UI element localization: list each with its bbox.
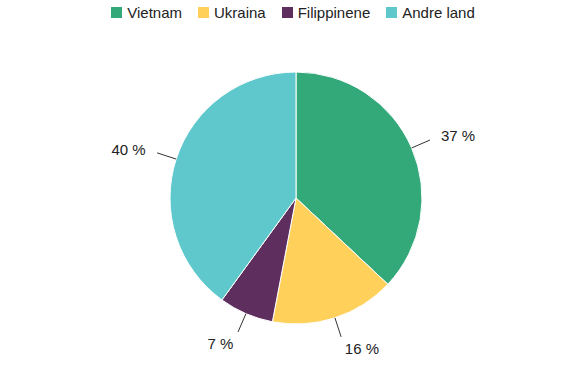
html-text:Andre land: Andre land bbox=[402, 4, 475, 21]
svg-text:16 %: 16 % bbox=[345, 340, 379, 357]
svg-text:40 %: 40 % bbox=[112, 141, 146, 158]
svg-text:7 %: 7 % bbox=[207, 335, 233, 352]
svg-text:37 %: 37 % bbox=[441, 127, 475, 144]
html-text:Ukraina: Ukraina bbox=[214, 4, 266, 21]
html-text:Vietnam: Vietnam bbox=[127, 4, 182, 21]
html-text:Filippinene: Filippinene bbox=[297, 4, 371, 21]
